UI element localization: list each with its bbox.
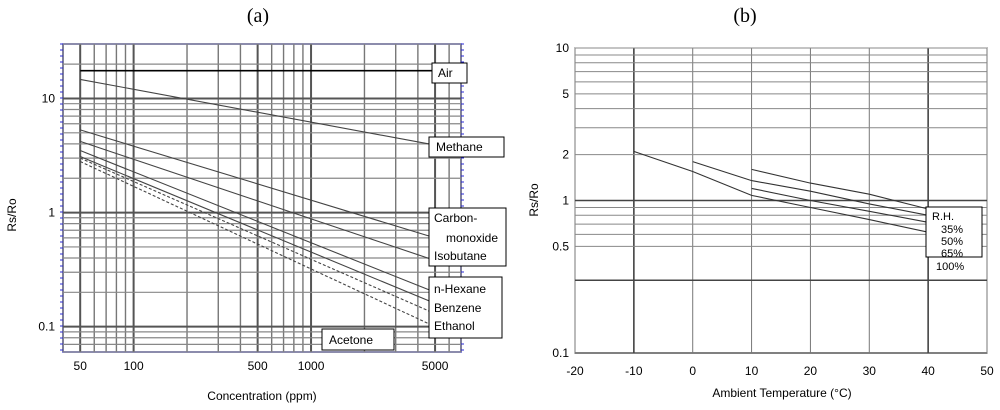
svg-text:Carbon-: Carbon-: [434, 211, 477, 225]
panel-a-frame: [62, 43, 462, 353]
legend-rh: R.H. 35% 50% 65% 100%: [925, 206, 983, 273]
y-tick-label: 0.1: [552, 346, 569, 360]
panel-a-title: (a): [247, 5, 269, 27]
y-tick-label: 10: [42, 91, 56, 105]
x-tick-label: 500: [248, 359, 268, 373]
label-acetone: Acetone: [321, 328, 395, 351]
svg-text:Ethanol: Ethanol: [434, 319, 475, 333]
panel-a-x-axis-label: Concentration (ppm): [207, 389, 316, 403]
series-line: [80, 140, 436, 262]
panel-a-tick-labels: 50 100 500 1000 5000 0.1 1 10: [38, 91, 448, 373]
panel-a-y-axis-label: Rs/Ro: [5, 198, 19, 232]
series-line: [79, 155, 436, 304]
x-tick-label: 40: [921, 364, 935, 378]
x-tick-label: 100: [124, 359, 144, 373]
x-tick-label: 20: [804, 364, 818, 378]
x-tick-label: 30: [863, 364, 877, 378]
panel-b-chart: -20 -10 0 10 20 30 40 50 0.1 0.5 1 2 5 10 (b) Ambient…: [527, 5, 994, 400]
series-line: [80, 129, 436, 239]
svg-text:monoxide: monoxide: [446, 231, 498, 245]
svg-text:Methane: Methane: [436, 140, 483, 154]
panel-b-lines: [633, 150, 929, 233]
series-line: [633, 150, 929, 233]
x-tick-label: 5000: [422, 359, 449, 373]
x-tick-label: 10: [745, 364, 759, 378]
series-line: [692, 161, 929, 216]
series-line: [751, 187, 929, 223]
x-tick-label: -10: [625, 364, 643, 378]
y-tick-label: 1: [48, 206, 55, 220]
label-co-isobutane: Carbon- monoxide Isobutane: [428, 207, 507, 267]
panel-a-grid: [60, 43, 464, 353]
y-tick-label: 5: [562, 87, 569, 101]
legend-item: 100%: [936, 261, 964, 273]
legend-item: 35%: [941, 224, 963, 236]
series-line: [79, 161, 436, 328]
y-tick-label: 1: [562, 194, 569, 208]
panel-b-grid: [574, 47, 988, 353]
y-tick-label: 10: [556, 41, 570, 55]
x-tick-label: 50: [980, 364, 994, 378]
legend-title: R.H.: [932, 211, 954, 223]
svg-text:Acetone: Acetone: [329, 333, 373, 347]
panel-a-lines: [79, 69, 436, 328]
series-line: [79, 149, 436, 293]
x-tick-label: -20: [566, 364, 584, 378]
svg-text:Air: Air: [438, 66, 453, 80]
panel-b-y-axis-label: Rs/Ro: [527, 183, 541, 217]
panel-b-title: (b): [733, 5, 756, 27]
label-hexane-benzene-ethanol: n-Hexane Benzene Ethanol: [428, 276, 503, 339]
svg-text:n-Hexane: n-Hexane: [434, 282, 486, 296]
x-tick-label: 1000: [298, 359, 325, 373]
panel-b-x-axis-label: Ambient Temperature (°C): [712, 386, 851, 400]
x-tick-label: 50: [74, 359, 88, 373]
x-tick-label: 0: [689, 364, 696, 378]
series-line: [79, 157, 436, 315]
legend-item: 65%: [941, 248, 963, 260]
label-air: Air: [431, 62, 468, 84]
svg-text:Isobutane: Isobutane: [434, 249, 487, 263]
series-line: [80, 78, 436, 146]
y-tick-label: 0.5: [552, 239, 569, 253]
legend-item: 50%: [941, 236, 963, 248]
series-line: [751, 168, 929, 210]
label-methane: Methane: [428, 136, 505, 158]
panel-b-tick-labels: -20 -10 0 10 20 30 40 50 0.1 0.5 1 2 5 10: [552, 41, 994, 378]
svg-text:Benzene: Benzene: [434, 301, 482, 315]
y-tick-label: 0.1: [38, 320, 55, 334]
panel-a-chart: 50 100 500 1000 5000 0.1 1 10 (a) Concentration…: [5, 5, 507, 403]
y-tick-label: 2: [562, 148, 569, 162]
